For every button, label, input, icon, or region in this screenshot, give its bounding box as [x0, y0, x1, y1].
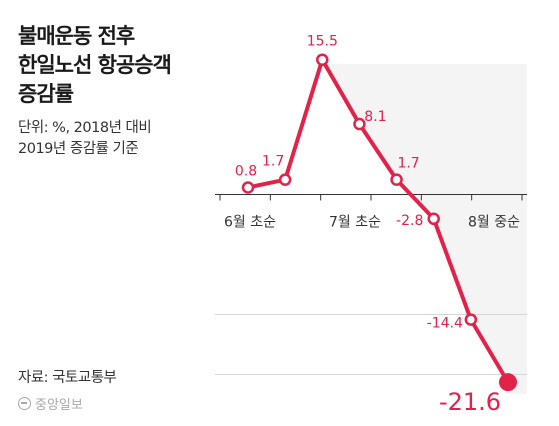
data-point-6 [427, 212, 440, 226]
unit-line-1: 단위: %, 2018년 대비 [18, 120, 152, 136]
value-label-3: 15.5 [307, 34, 338, 50]
x-tick-label-1: 6월 초순 [224, 214, 276, 230]
source-note: 자료: 국토교통부 [18, 370, 117, 386]
value-label-6: -2.8 [396, 213, 423, 229]
unit-line-2: 2019년 증감률 기준 [18, 141, 139, 157]
data-point-3 [316, 53, 329, 66]
publisher-logo: 중앙일보 [18, 394, 83, 413]
value-label-8: -21.6 [439, 388, 501, 416]
value-label-7: -14.4 [427, 316, 463, 332]
x-tick-label-3: 8월 중순 [468, 214, 520, 230]
value-label-4: 8.1 [364, 109, 386, 125]
title-line-3: 증감률 [18, 82, 74, 106]
data-point-7 [464, 313, 478, 326]
data-point-8 [499, 373, 517, 392]
logo-mark-icon [18, 397, 31, 410]
value-label-2: 1.7 [262, 154, 284, 170]
unit-note: 단위: %, 2018년 대비 2019년 증감률 기준 [18, 118, 152, 160]
data-point-4 [353, 117, 366, 131]
data-point-1 [241, 181, 255, 194]
title-line-1: 불매운동 전후 [18, 24, 135, 48]
title-line-2: 한일노선 항공승객 [18, 53, 172, 77]
series-line [246, 57, 510, 385]
chart-title: 불매운동 전후 한일노선 항공승객 증감률 [18, 22, 172, 109]
value-label-1: 0.8 [235, 163, 257, 179]
area-mask [215, 29, 508, 401]
data-point-5 [390, 173, 403, 186]
x-tick-label-2: 7월 초순 [329, 214, 381, 230]
data-point-2 [278, 173, 292, 186]
value-label-5: 1.7 [397, 156, 419, 172]
logo-text: 중앙일보 [35, 398, 83, 413]
